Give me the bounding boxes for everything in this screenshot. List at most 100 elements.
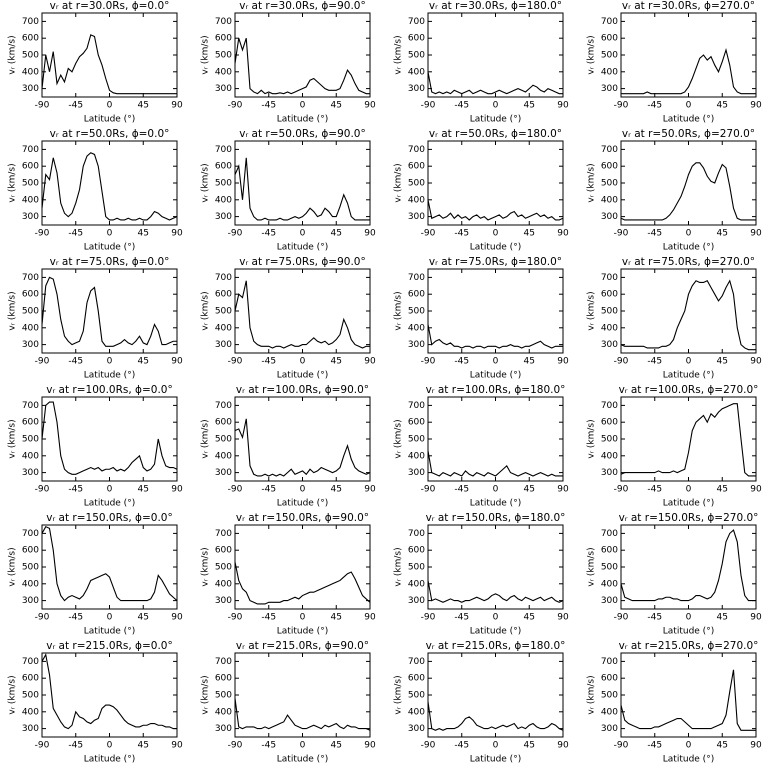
x-tick-label: 0 (107, 741, 113, 751)
data-line (621, 47, 756, 95)
x-tick-label: -45 (454, 229, 469, 239)
x-tick-label: 45 (331, 229, 342, 239)
x-tick-label: 90 (750, 357, 762, 367)
x-axis-label: Latitude (°) (470, 115, 521, 125)
y-tick-label: 700 (22, 145, 39, 155)
x-tick-label: -90 (614, 741, 629, 751)
x-tick-label: -90 (228, 485, 243, 495)
y-tick-label: 500 (408, 51, 425, 61)
x-tick-label: -90 (35, 101, 50, 111)
y-tick-label: 500 (22, 51, 39, 61)
x-tick-label: 0 (300, 229, 306, 239)
y-tick-label: 700 (215, 145, 232, 155)
x-tick-label: -45 (68, 357, 83, 367)
y-tick-label: 700 (22, 657, 39, 667)
x-tick-label: 45 (524, 101, 535, 111)
y-tick-label: 500 (408, 563, 425, 573)
y-tick-label: 700 (408, 401, 425, 411)
y-tick-label: 700 (408, 145, 425, 155)
x-tick-label: -90 (614, 229, 629, 239)
x-tick-label: 45 (524, 485, 535, 495)
panel-title: vᵣ at r=215.0Rs, ϕ=90.0° (236, 640, 369, 652)
x-axis-label: Latitude (°) (84, 115, 135, 125)
data-line (427, 580, 564, 603)
x-axis-label: Latitude (°) (663, 499, 714, 509)
x-tick-label: -45 (68, 485, 83, 495)
x-tick-label: -45 (261, 485, 276, 495)
x-tick-label: 0 (686, 229, 692, 239)
panel-title: vᵣ at r=50.0Rs, ϕ=0.0° (50, 128, 170, 140)
y-tick-label: 500 (22, 435, 39, 445)
y-tick-label: 500 (215, 179, 232, 189)
y-tick-label: 700 (215, 17, 232, 27)
x-tick-label: 45 (331, 357, 342, 367)
data-line (620, 403, 756, 477)
y-tick-label: 300 (215, 212, 232, 222)
x-tick-label: -45 (647, 613, 662, 623)
x-axis-label: Latitude (°) (663, 371, 714, 381)
y-tick-label: 300 (601, 468, 618, 478)
x-tick-label: -90 (421, 485, 436, 495)
x-tick-label: 90 (171, 741, 183, 751)
panel-title: vᵣ at r=75.0Rs, ϕ=90.0° (239, 256, 365, 268)
y-tick-label: 400 (215, 195, 232, 205)
y-axis-label: vᵣ (km/s) (587, 163, 597, 202)
x-axis-label: Latitude (°) (470, 755, 521, 765)
y-tick-label: 700 (408, 529, 425, 539)
y-tick-label: 600 (408, 34, 425, 44)
x-tick-label: 90 (750, 229, 762, 239)
y-tick-label: 600 (408, 546, 425, 556)
x-tick-label: -90 (35, 613, 50, 623)
x-tick-label: 90 (171, 613, 183, 623)
x-tick-label: -45 (454, 741, 469, 751)
panel-title: vᵣ at r=75.0Rs, ϕ=270.0° (622, 256, 755, 268)
x-tick-label: -45 (261, 229, 276, 239)
x-tick-label: -45 (454, 613, 469, 623)
y-tick-label: 600 (601, 546, 618, 556)
y-axis-label: vᵣ (km/s) (201, 291, 211, 330)
y-tick-label: 500 (22, 179, 39, 189)
data-line (427, 450, 563, 477)
y-tick-label: 300 (215, 84, 232, 94)
y-tick-label: 700 (601, 273, 618, 283)
y-tick-label: 400 (408, 67, 425, 77)
y-tick-label: 600 (215, 290, 232, 300)
y-tick-label: 400 (22, 579, 39, 589)
x-tick-label: 0 (300, 357, 306, 367)
y-tick-label: 600 (215, 546, 232, 556)
plot-frame (234, 396, 371, 482)
y-axis-label: vᵣ (km/s) (587, 547, 597, 586)
x-tick-label: 90 (557, 613, 569, 623)
x-tick-label: 45 (138, 485, 149, 495)
plot-frame (41, 12, 178, 98)
y-tick-label: 700 (215, 273, 232, 283)
data-line (427, 199, 564, 221)
x-tick-label: 90 (750, 101, 762, 111)
panel-title: vᵣ at r=100.0Rs, ϕ=90.0° (236, 384, 369, 396)
y-tick-label: 600 (22, 162, 39, 172)
y-tick-label: 400 (215, 707, 232, 717)
y-tick-label: 700 (22, 17, 39, 27)
panel-title: vᵣ at r=215.0Rs, ϕ=270.0° (619, 640, 759, 652)
y-axis-label: vᵣ (km/s) (8, 547, 18, 586)
plot-frame (41, 524, 178, 610)
x-tick-label: -90 (228, 613, 243, 623)
y-axis-label: vᵣ (km/s) (394, 419, 404, 458)
x-tick-label: 90 (171, 101, 183, 111)
x-tick-label: 90 (750, 613, 762, 623)
x-tick-label: 90 (171, 485, 183, 495)
y-tick-label: 600 (215, 674, 232, 684)
y-tick-label: 300 (215, 340, 232, 350)
x-tick-label: -90 (35, 229, 50, 239)
y-tick-label: 600 (601, 290, 618, 300)
panel-title: vᵣ at r=150.0Rs, ϕ=90.0° (236, 512, 369, 524)
x-tick-label: 45 (524, 357, 535, 367)
y-tick-label: 500 (215, 307, 232, 317)
x-axis-label: Latitude (°) (84, 371, 135, 381)
y-tick-label: 500 (22, 691, 39, 701)
x-axis-label: Latitude (°) (663, 755, 714, 765)
plot-frame (234, 524, 371, 610)
y-axis-label: vᵣ (km/s) (8, 291, 18, 330)
y-tick-label: 300 (22, 468, 39, 478)
